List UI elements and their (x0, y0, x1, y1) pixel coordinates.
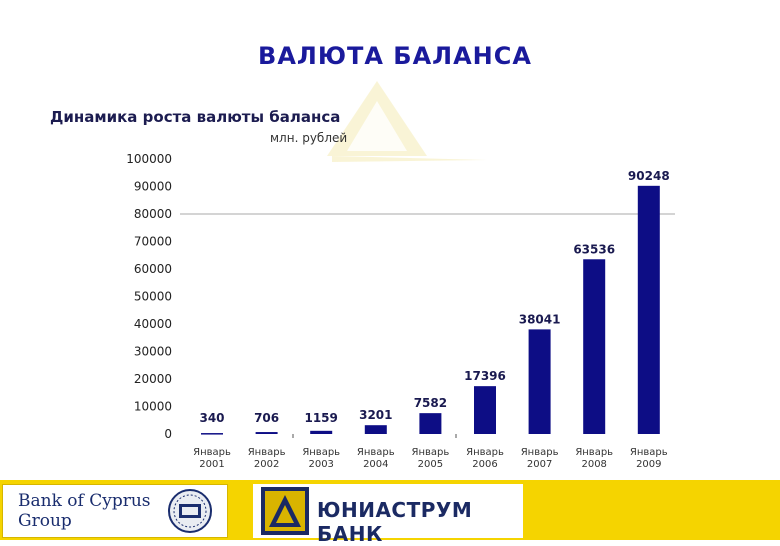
bar (583, 259, 606, 434)
data-label: 706 (254, 411, 279, 425)
x-tick-label: Январь (357, 447, 395, 458)
x-tick-label: 2005 (418, 459, 443, 470)
x-tick-label: Январь (302, 447, 340, 458)
data-label: 17396 (464, 369, 506, 383)
x-tick-label: 2007 (527, 459, 552, 470)
data-label: 340 (199, 411, 224, 425)
x-tick-label: Январь (466, 447, 504, 458)
bar (364, 425, 387, 434)
chart-title: Динамика роста валюты баланса (50, 108, 341, 126)
bar (310, 430, 333, 434)
y-tick-label: 40000 (134, 317, 172, 331)
slide-title: ВАЛЮТА БАЛАНСА (258, 42, 532, 70)
x-tick-label: 2004 (363, 459, 388, 470)
x-tick-label: 2001 (199, 459, 224, 470)
y-tick-label: 0 (164, 427, 172, 441)
x-tick-label: Январь (193, 447, 231, 458)
y-tick-label: 70000 (134, 235, 172, 249)
y-tick-label: 20000 (134, 372, 172, 386)
y-tick-label: 80000 (134, 207, 172, 221)
y-tick-label: 50000 (134, 290, 172, 304)
data-label: 38041 (519, 312, 561, 326)
y-tick-label: 100000 (126, 152, 172, 166)
bar (528, 329, 551, 434)
data-label: 63536 (573, 242, 615, 256)
x-tick-label: 2008 (581, 459, 606, 470)
y-tick-label: 10000 (134, 400, 172, 414)
x-tick-label: Январь (630, 447, 668, 458)
uniastrum-logo: ЮНИАСТРУМ БАНК (253, 484, 523, 546)
y-tick-label: 60000 (134, 262, 172, 276)
bar (474, 386, 496, 434)
x-tick-label: 2003 (308, 459, 333, 470)
y-tick-label: 90000 (134, 180, 172, 194)
x-tick-label: 2002 (254, 459, 279, 470)
data-label: 3201 (359, 408, 392, 422)
bar (201, 433, 223, 435)
x-tick-label: 2009 (636, 459, 661, 470)
x-tick-label: Январь (575, 447, 613, 458)
bank-of-cyprus-logo: Bank of Cyprus Group (2, 484, 228, 538)
data-label: 7582 (414, 396, 447, 410)
watermark-logo-icon (327, 81, 487, 162)
bar-chart: 0 10000 20000 30000 40000 50000 60000 70000 8000… (126, 152, 675, 470)
bank-of-cyprus-wordmark: Bank of Cyprus Group (18, 491, 151, 531)
x-tick-label: Январь (521, 447, 559, 458)
bar (255, 432, 278, 434)
chart-unit-label: млн. рублей (270, 131, 348, 145)
data-label: 90248 (628, 169, 670, 183)
uniastrum-emblem-icon (261, 487, 309, 535)
x-tick-label: Январь (412, 447, 450, 458)
y-tick-label: 30000 (134, 345, 172, 359)
bar (637, 185, 660, 434)
bank-of-cyprus-seal-icon (168, 489, 212, 533)
data-label: 1159 (304, 411, 337, 425)
x-tick-label: Январь (248, 447, 286, 458)
x-tick-label: 2006 (472, 459, 497, 470)
uniastrum-wordmark: ЮНИАСТРУМ БАНК (317, 498, 473, 546)
bar (419, 413, 442, 434)
